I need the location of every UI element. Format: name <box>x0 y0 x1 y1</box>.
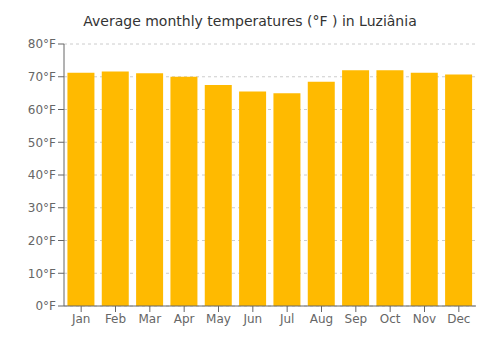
svg-text:Aug: Aug <box>310 312 333 326</box>
svg-text:Oct: Oct <box>380 312 401 326</box>
svg-text:40°F: 40°F <box>28 168 56 182</box>
svg-text:Jan: Jan <box>71 312 91 326</box>
svg-text:30°F: 30°F <box>28 201 56 215</box>
svg-text:Sep: Sep <box>345 312 368 326</box>
html-text:Average monthly temperatures (: Average monthly temperatures (°F ) in Lu… <box>83 13 417 29</box>
svg-text:Feb: Feb <box>105 312 126 326</box>
svg-text:May: May <box>206 312 231 326</box>
svg-text:60°F: 60°F <box>28 103 56 117</box>
svg-text:Dec: Dec <box>447 312 470 326</box>
svg-text:80°F: 80°F <box>28 37 56 51</box>
svg-text:Jun: Jun <box>242 312 262 326</box>
svg-text:10°F: 10°F <box>28 267 56 281</box>
svg-text:0°F: 0°F <box>35 299 56 313</box>
svg-text:Jul: Jul <box>279 312 294 326</box>
svg-text:20°F: 20°F <box>28 234 56 248</box>
svg-text:Apr: Apr <box>174 312 195 326</box>
svg-text:Nov: Nov <box>413 312 436 326</box>
svg-text:70°F: 70°F <box>28 70 56 84</box>
svg-text:Mar: Mar <box>139 312 162 326</box>
svg-text:50°F: 50°F <box>28 136 56 150</box>
